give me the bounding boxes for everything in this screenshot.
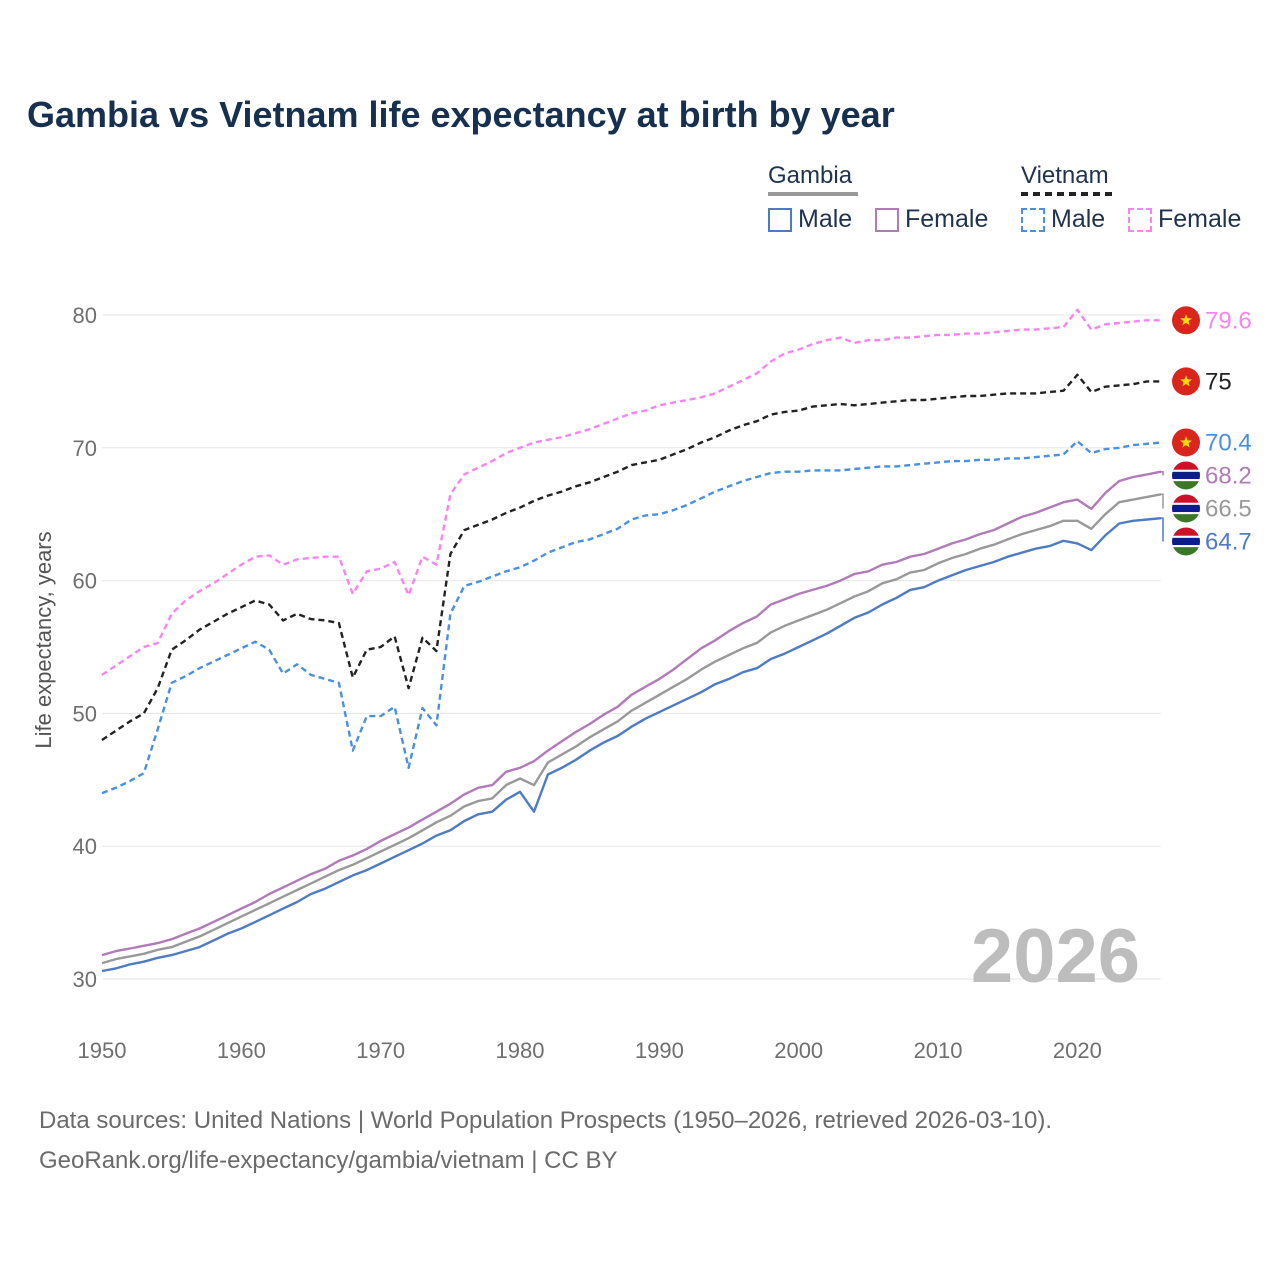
end-value-label: 75 xyxy=(1205,368,1232,395)
x-tick-label: 1960 xyxy=(217,1038,266,1063)
legend-group-gambia-label: Gambia xyxy=(768,162,853,189)
footer-attribution: GeoRank.org/life-expectancy/gambia/vietn… xyxy=(39,1147,618,1174)
series-line-vietnam_male xyxy=(101,440,1162,795)
y-tick-label: 60 xyxy=(73,569,97,594)
x-tick-label: 1990 xyxy=(635,1038,684,1063)
legend-label-vietnam-female: Female xyxy=(1158,205,1242,233)
end-value-label: 79.6 xyxy=(1205,307,1252,334)
x-tick-label: 2020 xyxy=(1053,1038,1102,1063)
y-tick-label: 30 xyxy=(73,967,97,992)
gambia-flag-icon xyxy=(1172,461,1200,490)
end-value-label: 64.7 xyxy=(1205,528,1252,555)
legend-swatch-gambia-female xyxy=(875,207,899,232)
series-line-gambia_female xyxy=(101,470,1162,957)
label-connector xyxy=(1161,517,1164,542)
end-markers: 79.6 75 70.4 68.2 66.5 64.7 xyxy=(1161,306,1252,556)
legend-group-vietnam-label: Vietnam xyxy=(1021,162,1109,189)
legend-item-vietnam-female: Female xyxy=(1128,205,1241,234)
series-line-gambia_total xyxy=(101,493,1162,965)
chart-title: Gambia vs Vietnam life expectancy at bir… xyxy=(27,94,895,135)
legend-label-gambia-female: Female xyxy=(905,205,989,233)
y-tick-label: 50 xyxy=(73,701,97,726)
label-connector xyxy=(1161,470,1164,476)
label-connector xyxy=(1161,493,1164,509)
y-axis-ticks: 30 40 50 60 70 80 xyxy=(73,303,97,992)
flag-star-icon xyxy=(1180,314,1192,326)
y-tick-label: 40 xyxy=(73,834,97,859)
end-value-label: 68.2 xyxy=(1205,462,1252,489)
x-tick-label: 1970 xyxy=(356,1038,405,1063)
end-value-label: 70.4 xyxy=(1205,429,1252,456)
footer-sources: Data sources: United Nations | World Pop… xyxy=(39,1107,1053,1134)
series-line-vietnam_female xyxy=(101,308,1161,676)
series-line-gambia_male xyxy=(101,517,1162,973)
x-tick-label: 2010 xyxy=(914,1038,963,1063)
year-watermark: 2026 xyxy=(971,914,1140,999)
legend-group-vietnam: Vietnam xyxy=(1021,162,1117,198)
flag-star-icon xyxy=(1180,375,1192,387)
legend-label-gambia-male: Male xyxy=(798,205,853,233)
x-tick-label: 1950 xyxy=(78,1038,127,1063)
gridlines xyxy=(102,314,1161,980)
y-tick-label: 80 xyxy=(73,303,97,328)
legend-item-gambia-female: Female xyxy=(875,205,988,234)
gambia-flag-icon xyxy=(1172,527,1200,556)
legend-item-vietnam-male: Male xyxy=(1021,205,1105,234)
x-tick-label: 1980 xyxy=(496,1038,545,1063)
x-tick-label: 2000 xyxy=(774,1038,823,1063)
legend-item-gambia-male: Male xyxy=(768,205,852,234)
series-lines xyxy=(101,308,1162,973)
x-axis-ticks: 1950 1960 1970 1980 1990 2000 2010 2020 xyxy=(78,1038,1102,1063)
gambia-flag-icon xyxy=(1172,494,1200,523)
legend-group-gambia: Gambia xyxy=(768,162,858,198)
flag-star-icon xyxy=(1180,436,1192,448)
legend-gambia-line-sample xyxy=(768,192,858,196)
y-tick-label: 70 xyxy=(73,436,97,461)
legend-vietnam-line-sample xyxy=(1021,192,1117,196)
series-line-vietnam_total xyxy=(101,373,1161,741)
legend-swatch-vietnam-female xyxy=(1128,207,1152,232)
legend-swatch-vietnam-male xyxy=(1021,207,1045,232)
end-value-label: 66.5 xyxy=(1205,495,1252,522)
y-axis-title: Life expectancy, years xyxy=(31,531,56,748)
legend-swatch-gambia-male xyxy=(768,207,792,232)
legend-label-vietnam-male: Male xyxy=(1051,205,1106,233)
